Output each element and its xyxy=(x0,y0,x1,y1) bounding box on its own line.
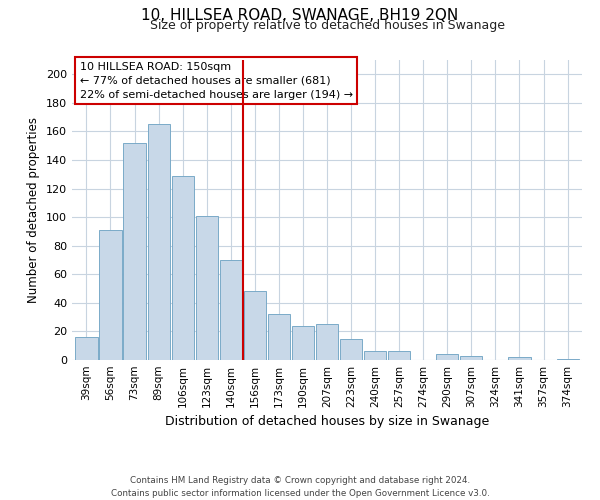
Text: Contains HM Land Registry data © Crown copyright and database right 2024.
Contai: Contains HM Land Registry data © Crown c… xyxy=(110,476,490,498)
Bar xyxy=(364,352,386,360)
Bar xyxy=(460,356,482,360)
Bar xyxy=(148,124,170,360)
Bar xyxy=(316,324,338,360)
Bar xyxy=(557,358,578,360)
Bar xyxy=(124,143,146,360)
Bar xyxy=(76,337,98,360)
Bar xyxy=(244,292,266,360)
Bar xyxy=(340,338,362,360)
Bar xyxy=(436,354,458,360)
Bar xyxy=(196,216,218,360)
Bar xyxy=(292,326,314,360)
Text: 10, HILLSEA ROAD, SWANAGE, BH19 2QN: 10, HILLSEA ROAD, SWANAGE, BH19 2QN xyxy=(142,8,458,22)
Bar xyxy=(172,176,194,360)
Bar xyxy=(388,352,410,360)
Y-axis label: Number of detached properties: Number of detached properties xyxy=(28,117,40,303)
Bar xyxy=(220,260,242,360)
X-axis label: Distribution of detached houses by size in Swanage: Distribution of detached houses by size … xyxy=(165,416,489,428)
Text: 10 HILLSEA ROAD: 150sqm
← 77% of detached houses are smaller (681)
22% of semi-d: 10 HILLSEA ROAD: 150sqm ← 77% of detache… xyxy=(80,62,353,100)
Bar xyxy=(268,314,290,360)
Bar xyxy=(508,357,530,360)
Bar xyxy=(100,230,122,360)
Title: Size of property relative to detached houses in Swanage: Size of property relative to detached ho… xyxy=(149,20,505,32)
